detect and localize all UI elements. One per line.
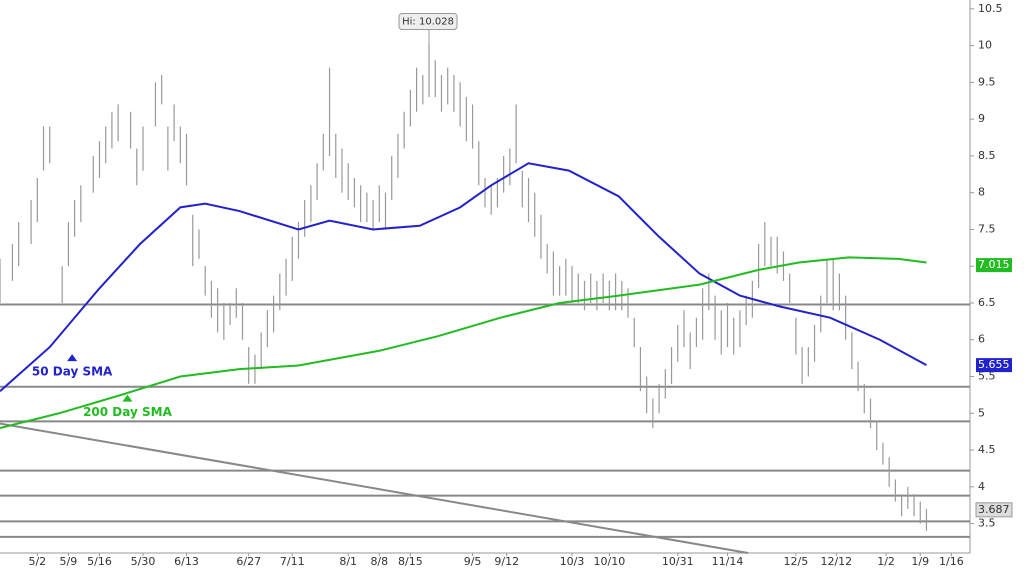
x-tick-label: 9/12 — [494, 555, 519, 568]
x-tick-label: 10/31 — [662, 555, 694, 568]
sma-label: 50 Day SMA — [32, 365, 113, 379]
x-tick-label: 5/9 — [60, 555, 78, 568]
x-tick-label: 1/2 — [877, 555, 895, 568]
x-tick-label: 10/10 — [594, 555, 626, 568]
x-tick-label: 5/16 — [87, 555, 112, 568]
y-tick-label: 4 — [978, 480, 985, 493]
y-tick-label: 10 — [978, 39, 992, 52]
y-tick-label: 6.5 — [978, 296, 996, 309]
trendline — [0, 422, 749, 554]
y-tick-label: 6 — [978, 333, 985, 346]
y-tick-label: 3.5 — [978, 517, 996, 530]
sma-marker — [67, 354, 78, 362]
x-tick-label: 6/27 — [236, 555, 261, 568]
sma-marker — [122, 394, 133, 402]
last-value: 7.015 — [978, 258, 1010, 271]
x-tick-label: 8/8 — [370, 555, 388, 568]
x-tick-label: 1/9 — [911, 555, 929, 568]
last-value-box — [976, 358, 1012, 373]
x-tick-label: 1/16 — [939, 555, 964, 568]
last-price-box — [975, 502, 1013, 518]
last-value: 5.655 — [978, 358, 1010, 371]
last-price: 3.687 — [978, 503, 1010, 516]
sma-line — [0, 256, 927, 429]
y-tick-label: 9.5 — [978, 75, 996, 88]
sma-line — [0, 162, 927, 392]
x-tick-label: 10/3 — [560, 555, 585, 568]
x-tick-label: 11/14 — [712, 555, 744, 568]
x-tick-label: 6/13 — [174, 555, 199, 568]
x-tick-label: 8/15 — [398, 555, 423, 568]
y-tick-label: 5 — [978, 406, 985, 419]
last-value-box — [976, 258, 1012, 273]
x-tick-label: 5/2 — [28, 555, 46, 568]
y-tick-label: 9 — [978, 112, 985, 125]
x-tick-label: 9/5 — [464, 555, 482, 568]
x-tick-label: 5/30 — [131, 555, 156, 568]
x-tick-label: 7/11 — [280, 555, 305, 568]
x-tick-label: 12/5 — [784, 555, 809, 568]
y-tick-label: 10.5 — [978, 2, 1003, 15]
sma-label: 200 Day SMA — [83, 405, 173, 419]
hi-label-box — [398, 13, 458, 31]
y-tick-label: 4.5 — [978, 443, 996, 456]
y-tick-label: 7.5 — [978, 222, 996, 235]
y-tick-label: 8 — [978, 186, 985, 199]
hi-label: Hi: 10.028 — [402, 17, 454, 28]
y-tick-label: 5.5 — [978, 370, 996, 383]
x-tick-label: 12/12 — [820, 555, 852, 568]
y-tick-label: 8.5 — [978, 149, 996, 162]
x-tick-label: 8/1 — [339, 555, 357, 568]
